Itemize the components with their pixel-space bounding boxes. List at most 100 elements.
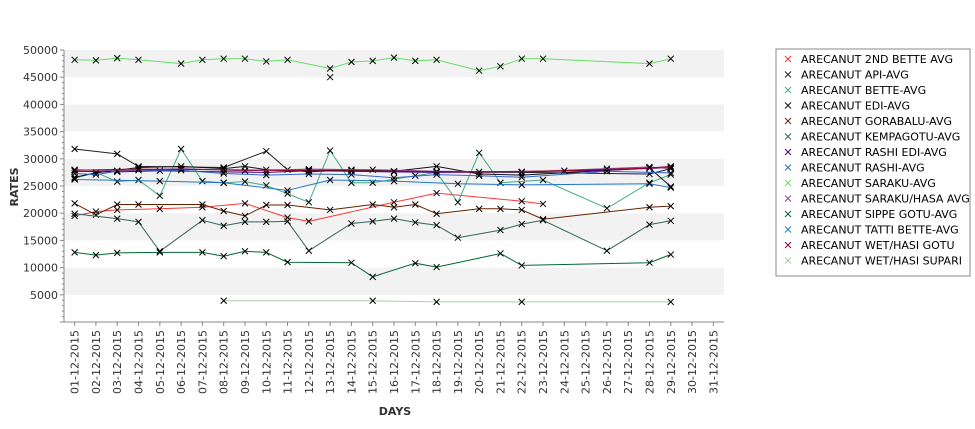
series-line [74,202,671,220]
data-point [113,54,121,62]
x-tick-label: 28-12-2015 [643,330,656,394]
data-point [113,215,121,222]
legend-marker [784,210,792,218]
x-tick-label: 04-12-2015 [133,330,146,394]
legend-label: ARECANUT RASHI EDI-AVG [801,146,947,159]
data-point [71,249,78,256]
series-line [74,192,544,222]
data-point [539,55,547,63]
data-point [305,170,313,178]
x-tick-label: 12-12-2015 [303,330,316,394]
x-tick-label: 06-12-2015 [175,330,188,394]
series-line [74,179,671,191]
legend-item: ARECANUT SARAKU-AVG [784,177,936,190]
data-point [433,210,440,218]
data-point [369,57,377,65]
grid-band [64,77,724,105]
data-point [262,218,270,226]
data-point [497,62,504,70]
legend-item: ARECANUT WET/HASI SUPARI [784,255,962,268]
data-point [667,183,675,190]
x-tick-label: 01-12-2015 [69,330,82,394]
data-point [646,203,653,211]
data-point [241,218,249,226]
data-point [220,166,228,174]
data-point [71,200,78,207]
data-point [518,298,526,306]
plot-background [64,50,724,322]
data-point [135,176,142,184]
data-point [177,145,185,153]
legend-item: ARECANUT API-AVG [784,69,909,82]
data-point [369,297,377,305]
legend-box [775,48,971,277]
data-point [262,166,270,174]
legend-marker [784,226,792,233]
data-point [284,190,291,197]
y-tick-label: 10000 [23,262,58,275]
data-point [135,218,142,226]
data-point [454,234,462,242]
data-point [518,206,526,214]
data-point [284,56,291,64]
data-point [113,150,121,158]
legend-label: ARECANUT KEMPAGOTU-AVG [801,131,960,144]
legend-marker [784,241,792,249]
data-point [241,200,249,207]
y-tick-label: 50000 [23,44,58,57]
data-point [497,205,504,213]
x-tick-label: 19-12-2015 [452,330,465,394]
data-point [411,172,419,180]
data-point [241,247,249,255]
x-tick-label: 17-12-2015 [409,330,422,394]
data-point [177,165,185,172]
data-point [518,173,526,181]
x-tick-label: 25-12-2015 [580,330,593,394]
data-point [262,201,270,209]
data-point [433,171,440,178]
data-point [326,147,334,154]
data-point [646,259,653,267]
data-point [305,167,313,175]
x-tick-label: 22-12-2015 [516,330,529,394]
grid-band [64,294,724,322]
data-point [603,204,611,212]
data-point [348,220,355,227]
data-point [135,56,142,64]
data-point [411,201,419,208]
data-point [348,58,355,66]
data-point [92,251,100,259]
data-point [433,189,440,197]
legend-label: ARECANUT WET/HASI SUPARI [801,255,962,268]
data-point [71,166,78,174]
data-point [262,58,270,65]
data-point [305,247,313,255]
x-tick-label: 15-12-2015 [367,330,380,394]
data-point [539,216,547,224]
data-point [113,206,121,214]
axes: 5000 10000 15000 20000 25000 30000 35000 40000 4… [23,44,724,394]
data-point [284,201,291,209]
x-tick-label: 10-12-2015 [260,330,273,394]
data-point [411,259,419,267]
x-tick-label: 03-12-2015 [111,330,124,394]
data-point [560,167,568,175]
series-13 [220,297,675,306]
x-tick-label: 08-12-2015 [218,330,231,394]
data-point [177,60,185,67]
data-point [199,216,206,224]
series-12 [71,163,675,176]
data-point [326,73,334,81]
data-point [539,200,547,208]
legend-marker [784,148,792,156]
legend-item: ARECANUT EDI-AVG [784,100,910,113]
x-tick-label: 24-12-2015 [558,330,571,394]
data-point [369,201,377,208]
data-point [348,259,355,267]
data-point [411,57,419,65]
series-line [74,213,671,252]
legend-label: ARECANUT 2ND BETTE AVG [801,53,953,66]
data-point [433,298,440,306]
legend-label: ARECANUT BETTE-AVG [801,84,926,97]
grid-band [64,131,724,159]
